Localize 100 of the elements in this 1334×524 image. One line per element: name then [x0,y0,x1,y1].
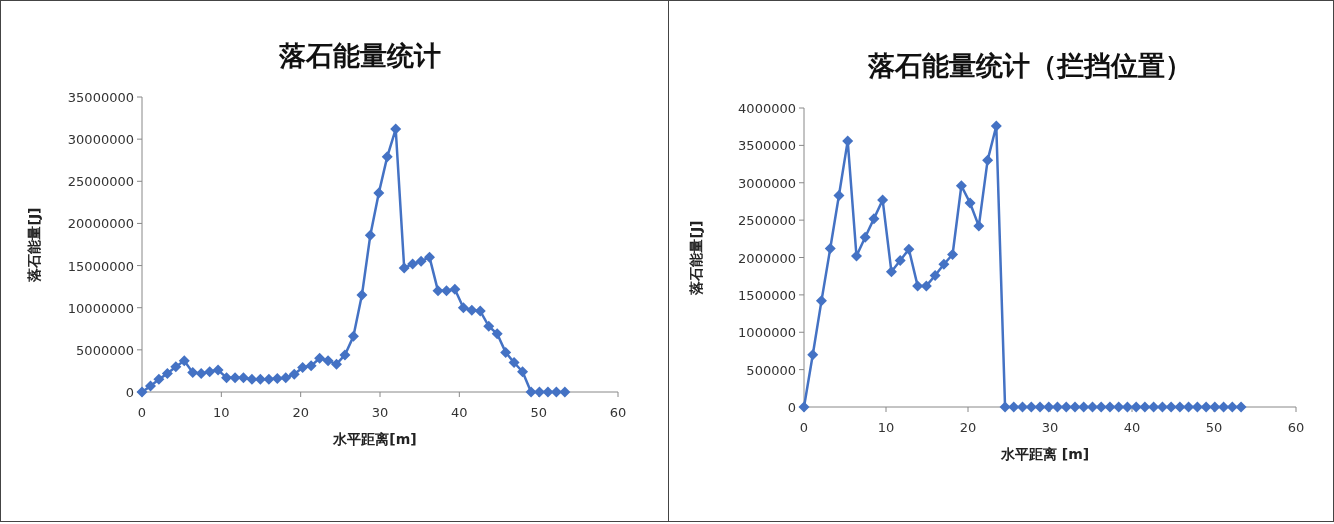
x-axis-title: 水平距离[m] [332,431,417,447]
point [280,372,292,384]
y-tick-label: 5000000 [76,342,134,358]
point [833,189,845,201]
x-tick-label: 30 [1041,420,1059,435]
point [1235,401,1247,413]
point [407,258,419,270]
point [432,285,444,297]
chart-title: 落石能量统计（拦挡位置） [867,50,1192,81]
point [297,362,309,374]
point [999,401,1011,413]
point [798,401,810,413]
y-tick-label: 1000000 [738,325,796,341]
x-tick-label: 50 [1205,420,1223,435]
point [947,249,959,261]
y-tick-label: 0 [125,385,134,400]
point [449,283,461,295]
point [877,194,889,206]
point [356,289,368,301]
y-axis-title: 落石能量[J] [26,207,42,283]
y-tick-label: 1500000 [738,287,796,303]
point [381,151,393,163]
point [457,302,469,314]
y-axis-title: 落石能量[J] [688,220,704,296]
point [144,380,156,392]
y-tick-label: 10000000 [67,300,134,316]
point [187,367,199,379]
point [153,373,165,385]
point [314,352,326,364]
y-tick-label: 3500000 [738,138,796,154]
x-tick-label: 0 [137,405,147,420]
point [525,386,537,398]
x-tick-label: 40 [1123,420,1141,435]
point [1165,401,1177,413]
point [263,373,275,385]
x-tick-label: 20 [959,420,977,435]
point [1034,401,1046,413]
x-tick-label: 0 [799,420,809,435]
point [973,220,985,232]
point [305,360,317,372]
point [894,254,906,266]
point [1139,401,1151,413]
y-tick-label: 500000 [746,362,796,378]
point [938,258,950,270]
y-tick-label: 4000000 [738,101,796,116]
point [517,366,529,378]
point [339,349,351,361]
y-tick-label: 15000000 [67,258,134,274]
point [500,346,512,358]
point [415,255,427,267]
point [885,266,897,278]
x-tick-label: 40 [451,405,468,420]
y-tick-label: 2000000 [738,250,796,266]
point [483,320,495,332]
point [929,269,941,281]
point [807,349,819,361]
point [1069,401,1081,413]
point [466,304,478,316]
point [990,120,1002,132]
point [212,364,224,376]
point [508,357,520,368]
point [491,328,503,340]
y-tick-label: 3000000 [738,175,796,191]
point [178,355,190,367]
y-tick-label: 30000000 [67,132,134,148]
x-tick-label: 60 [609,405,627,420]
x-tick-label: 30 [371,405,389,420]
y-tick-label: 20000000 [67,216,134,232]
point [859,231,871,243]
x-tick-label: 20 [292,405,309,420]
y-tick-label: 2500000 [738,213,796,229]
y-tick-label: 25000000 [67,174,134,190]
x-tick-label: 10 [877,420,895,435]
point [1174,401,1186,413]
point [136,386,148,398]
point [161,367,173,379]
point [271,373,283,385]
point [903,243,915,255]
point [964,197,976,209]
point [364,229,376,241]
point [331,358,343,370]
x-tick-label: 60 [1287,420,1305,435]
point [288,368,300,380]
point [229,372,241,384]
point [1104,401,1116,413]
x-axis-title: 水平距离 [m] [999,446,1090,462]
point [868,213,880,225]
point [1200,401,1212,413]
point [982,154,994,166]
point [204,366,216,378]
point [322,355,334,367]
point [373,187,385,199]
x-tick-label: 10 [213,405,230,420]
point [347,330,359,342]
point [955,180,967,192]
point [559,386,571,398]
y-tick-label: 35000000 [67,90,134,105]
point [815,295,827,307]
point [170,361,182,373]
point [195,367,207,379]
